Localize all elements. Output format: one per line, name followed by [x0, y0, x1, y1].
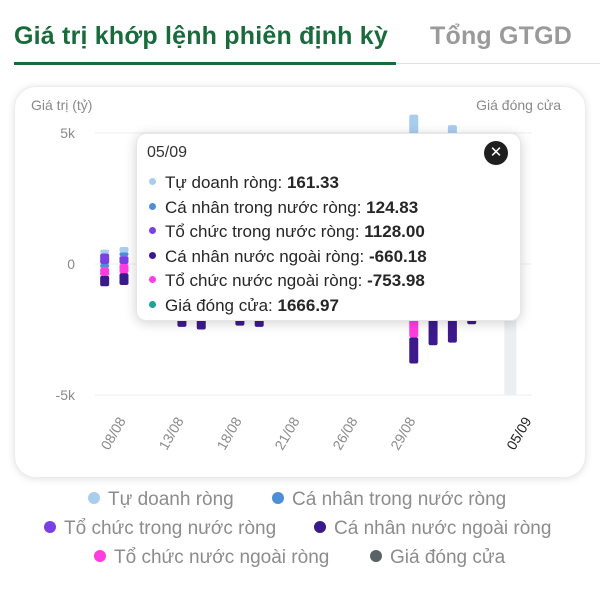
legend-item[interactable]: Cá nhân trong nước ròng — [272, 489, 506, 511]
legend-dot-icon — [370, 549, 382, 562]
tooltip-date: 05/09 — [147, 144, 188, 161]
tooltip-row: Cá nhân trong nước ròng: 124.83 — [149, 198, 418, 218]
bar-segment[interactable] — [447, 319, 457, 343]
tooltip-row: Cá nhân nước ngoài ròng: -660.18 — [149, 247, 427, 267]
x-tick-label: 29/08 — [387, 414, 418, 453]
legend-label: Tự doanh ròng — [108, 489, 234, 510]
bar-segment[interactable] — [100, 249, 110, 254]
legend-label: Tổ chức nước ngoài ròng — [114, 547, 330, 568]
close-icon[interactable]: ✕ — [484, 141, 508, 165]
chart-card: Giá trị (tỷ) Giá đóng cửa 5k 0 -5k 08/08 13/… — [14, 86, 586, 478]
tooltip-row: Tổ chức nước ngoài ròng: -753.98 — [149, 271, 425, 291]
tooltip-row: Tổ chức trong nước ròng: 1128.00 — [149, 222, 425, 242]
x-tick-label: 21/08 — [271, 414, 302, 453]
tooltip-value: 1666.97 — [277, 295, 339, 315]
bar-segment[interactable] — [100, 253, 110, 264]
tab-tong-gtgd[interactable]: Tổng GTGD — [430, 22, 573, 50]
legend-item[interactable]: Giá đóng cửa — [370, 547, 505, 569]
legend-label: Cá nhân nước ngoài ròng — [334, 518, 552, 539]
bar-segment[interactable] — [119, 256, 129, 264]
tooltip-value: 124.83 — [366, 197, 419, 217]
bar-segment[interactable] — [100, 264, 110, 268]
bar-segment[interactable] — [428, 316, 438, 346]
legend-item[interactable]: Tự doanh ròng — [88, 489, 234, 511]
tooltip-label: Cá nhân nước ngoài ròng: — [165, 246, 369, 266]
tooltip-value: -753.98 — [367, 271, 425, 290]
legend-dot-icon — [314, 520, 326, 533]
x-tick-label: 08/08 — [97, 414, 128, 453]
y-tick-label: 5k — [60, 125, 76, 141]
y-axis-left-title: Giá trị (tỷ) — [31, 97, 93, 113]
active-tab-indicator — [14, 62, 396, 65]
x-tick-label: 13/08 — [155, 414, 186, 453]
x-tick-label: 05/09 — [503, 414, 534, 453]
series-dot-icon — [149, 202, 156, 210]
tooltip-label: Cá nhân trong nước ròng: — [165, 197, 367, 217]
tooltip-value: -660.18 — [369, 246, 427, 266]
legend-label: Giá đóng cửa — [390, 547, 506, 568]
tooltip-label: Tự doanh ròng: — [165, 173, 287, 192]
series-dot-icon — [149, 227, 156, 235]
series-dot-icon — [149, 251, 156, 259]
bar-segment[interactable] — [119, 273, 129, 285]
y-axis-right-title: Giá đóng cửa — [476, 97, 561, 113]
bar-segment[interactable] — [100, 267, 110, 276]
legend-item[interactable]: Tổ chức nước ngoài ròng — [94, 547, 329, 569]
bar-segment[interactable] — [100, 275, 110, 287]
bar-segment[interactable] — [119, 264, 129, 274]
tab-divider — [396, 63, 600, 64]
legend-dot-icon — [44, 520, 56, 533]
legend-item[interactable]: Tổ chức trong nước ròng — [44, 518, 276, 540]
tooltip-label: Giá đóng cửa: — [165, 295, 278, 315]
bar-segment[interactable] — [119, 252, 129, 257]
tooltip-label: Tổ chức trong nước ròng: — [165, 222, 365, 241]
tab-bar: Giá trị khớp lệnh phiên định kỳ Tổng GTG… — [0, 0, 600, 66]
y-tick-label: 0 — [67, 256, 75, 272]
legend-item[interactable]: Cá nhân nước ngoài ròng — [314, 518, 551, 540]
tooltip-value: 161.33 — [286, 173, 339, 192]
tooltip-label: Tổ chức nước ngoài ròng: — [165, 271, 368, 290]
x-tick-label: 26/08 — [329, 414, 360, 453]
series-dot-icon — [149, 276, 156, 284]
legend-dot-icon — [272, 491, 284, 504]
tooltip-row: Giá đóng cửa: 1666.97 — [149, 296, 339, 316]
tooltip-value: 1128.00 — [364, 222, 425, 241]
tab-gia-tri-khop-lenh[interactable]: Giá trị khớp lệnh phiên định kỳ — [14, 22, 389, 50]
series-dot-icon — [149, 178, 156, 186]
legend-label: Cá nhân trong nước ròng — [292, 489, 507, 510]
series-dot-icon — [149, 300, 156, 308]
bar-segment[interactable] — [409, 337, 419, 364]
x-tick-label: 18/08 — [213, 414, 244, 453]
tooltip-row: Tự doanh ròng: 161.33 — [149, 173, 339, 193]
y-tick-label: -5k — [56, 387, 76, 403]
legend-dot-icon — [94, 549, 106, 562]
legend-label: Tổ chức trong nước ròng — [64, 518, 277, 539]
chart-tooltip: 05/09 ✕ Tự doanh ròng: 161.33 Cá nhân tro… — [136, 133, 521, 321]
bar-segment[interactable] — [119, 246, 129, 253]
legend-dot-icon — [88, 491, 100, 504]
